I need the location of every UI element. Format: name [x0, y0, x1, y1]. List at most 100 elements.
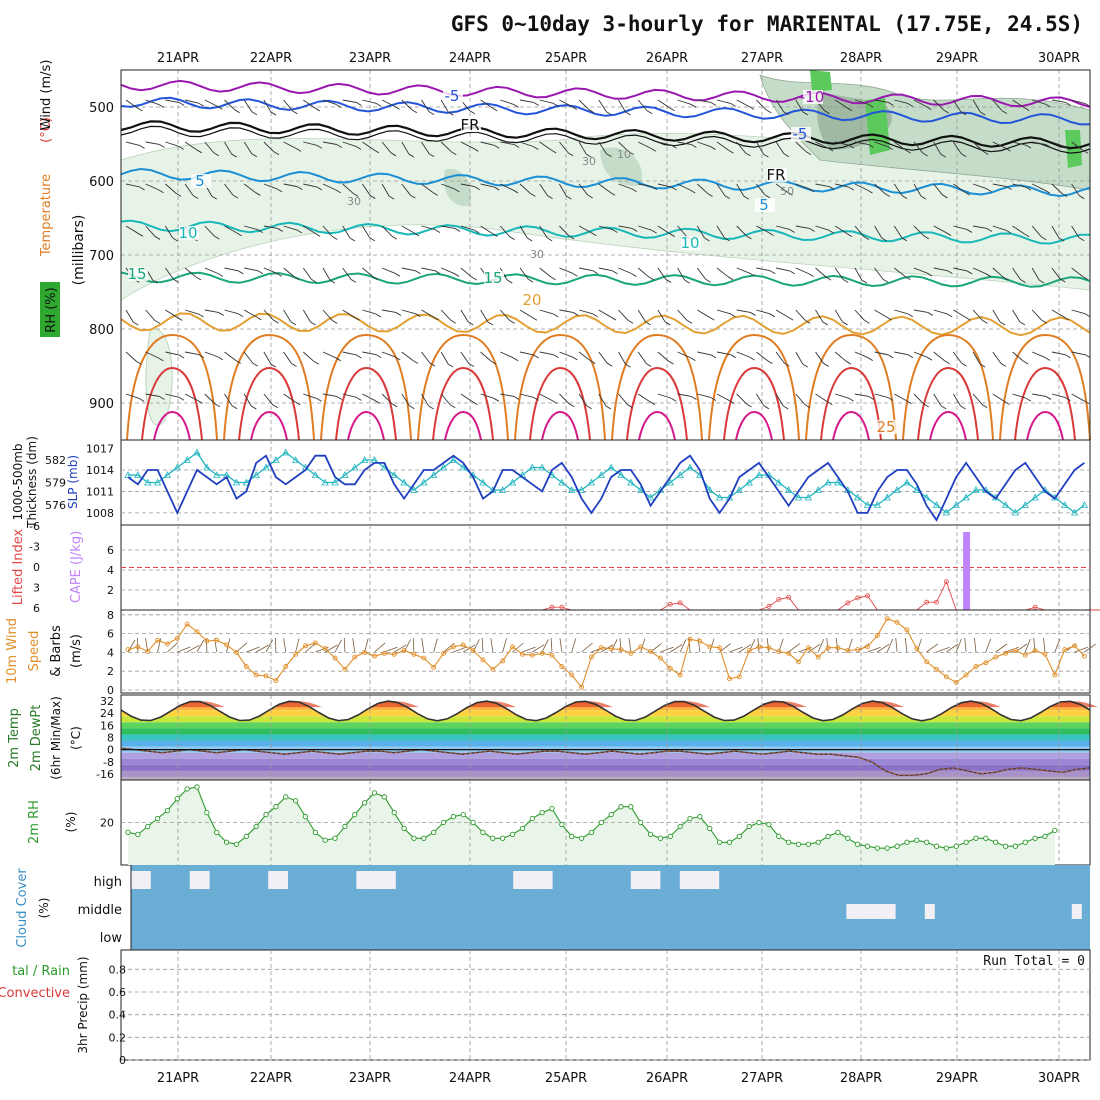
- thickness-point: [666, 478, 674, 486]
- wind-speed-point: [717, 645, 723, 651]
- wind-barb: [598, 309, 612, 318]
- slp-tick-1008: 1008: [86, 507, 114, 520]
- wind-barb: [618, 183, 632, 190]
- sfc-wind-barb: [403, 639, 411, 653]
- rh2m-point: [145, 823, 151, 830]
- thickness-point: [400, 478, 408, 486]
- contour-label-4: FR: [766, 166, 785, 184]
- wind-speed-point: [746, 648, 752, 653]
- wind-barb: [775, 141, 785, 154]
- wind-barb-flag: [533, 397, 539, 401]
- wind-barb: [440, 99, 449, 113]
- wind-barb: [322, 309, 333, 321]
- thickness-point: [163, 471, 172, 478]
- wind-barb: [716, 225, 725, 239]
- wind-barb-flag: [316, 398, 322, 402]
- wind-barb: [559, 393, 570, 405]
- thickness-point: [646, 493, 655, 501]
- contour-label-bg: [191, 174, 211, 188]
- cloud-level-high: high: [94, 875, 122, 890]
- wind-barb: [539, 267, 551, 278]
- ylabel-wind-a: 10m Wind: [5, 618, 20, 684]
- wind-barb: [500, 393, 515, 397]
- wind-barb-flag: [355, 146, 362, 150]
- thickness-point: [459, 463, 467, 471]
- li-point: [677, 600, 683, 606]
- plume-35-7: [832, 410, 870, 441]
- rh2m-area: [128, 787, 1055, 865]
- cape-li-panel: -6 -3 0 3 6 2 4 6 Lifted Index CAPE (J/kg): [11, 520, 1100, 615]
- wind-barb: [756, 183, 766, 196]
- wind-speed-point: [460, 642, 466, 648]
- rh2m-point: [253, 823, 259, 830]
- wind-barb: [1032, 351, 1046, 358]
- wind-barb: [874, 267, 884, 280]
- plume-30-3: [432, 366, 494, 441]
- wind-barb-flag: [691, 396, 697, 400]
- wind-barb: [736, 225, 747, 237]
- rh2m-point: [993, 839, 999, 845]
- wind-barb: [657, 99, 670, 109]
- slp-thickness-panel: 582 579 576 1017 1014 1011 1008 1000-500mb Thick…: [11, 436, 1091, 529]
- wind-barb-flag: [1038, 279, 1045, 284]
- plume-35-4: [541, 410, 579, 441]
- top-date-24APR: 24APR: [449, 51, 491, 66]
- cloud-high-1: [140, 871, 151, 889]
- wind-speed-point: [263, 673, 269, 679]
- li-point: [559, 604, 565, 610]
- wind-speed-point: [480, 657, 486, 663]
- wind-barb-flag: [139, 398, 145, 402]
- wind-barb: [637, 99, 648, 112]
- wind-barb-flag: [314, 233, 321, 237]
- thickness-point: [193, 448, 201, 456]
- sfc-wind-barb: [412, 637, 415, 653]
- wind-barb: [756, 225, 769, 234]
- li-tick-2: 0: [33, 561, 40, 574]
- plume-35-0: [153, 410, 191, 441]
- rh2m-point: [233, 841, 240, 847]
- wind-barb: [716, 267, 729, 278]
- wind-barb-flag: [394, 356, 401, 361]
- wind-speed-point: [500, 658, 506, 664]
- wind-barb: [559, 267, 573, 274]
- sfc-wind-barb: [559, 638, 563, 653]
- wind-barb-flag: [256, 316, 262, 321]
- thickness-line: [128, 451, 1085, 514]
- wind-barb: [953, 267, 968, 272]
- wind-barb-flag: [173, 278, 179, 283]
- cloud-high-6: [189, 871, 200, 889]
- wind-barb-flag: [454, 228, 461, 232]
- rh2m-point: [539, 809, 545, 816]
- wind-barb-flag: [783, 405, 789, 410]
- wind-barb: [303, 141, 318, 146]
- wind-barb-flag: [888, 102, 894, 106]
- contour-label-bg: [128, 267, 148, 281]
- wind-barb: [263, 351, 272, 365]
- wind-barb: [972, 393, 983, 405]
- wind-speed-point: [1072, 643, 1078, 649]
- wind-barb: [637, 393, 651, 403]
- wind-barb-flag: [926, 272, 933, 277]
- contour-label-bg: [179, 226, 199, 240]
- wind-barb: [696, 183, 708, 194]
- contour--10: [120, 79, 1091, 109]
- contour-label-12: 25: [876, 418, 895, 436]
- wind-barb: [322, 183, 336, 191]
- wind-barb: [893, 225, 903, 239]
- wind-speed-point: [648, 649, 654, 654]
- cloud-panel: high middle low Cloud Cover (%): [15, 865, 1090, 950]
- wind-barb-flag: [922, 152, 928, 157]
- wind-barb: [460, 267, 472, 278]
- wind-barb-flag: [395, 312, 402, 316]
- wind-barb-flag: [1084, 313, 1091, 318]
- wind-barb: [302, 267, 312, 280]
- wind-barb-flag: [589, 360, 596, 364]
- wind-barb: [342, 183, 354, 194]
- wind-barb: [125, 225, 139, 234]
- wind-barb-flag: [568, 235, 575, 240]
- wind-barb-flag: [632, 228, 638, 232]
- wind-barb-flag: [808, 273, 814, 277]
- rh2m-point: [766, 821, 772, 828]
- rh2m-point: [914, 837, 920, 843]
- wind-speed-point: [362, 649, 368, 655]
